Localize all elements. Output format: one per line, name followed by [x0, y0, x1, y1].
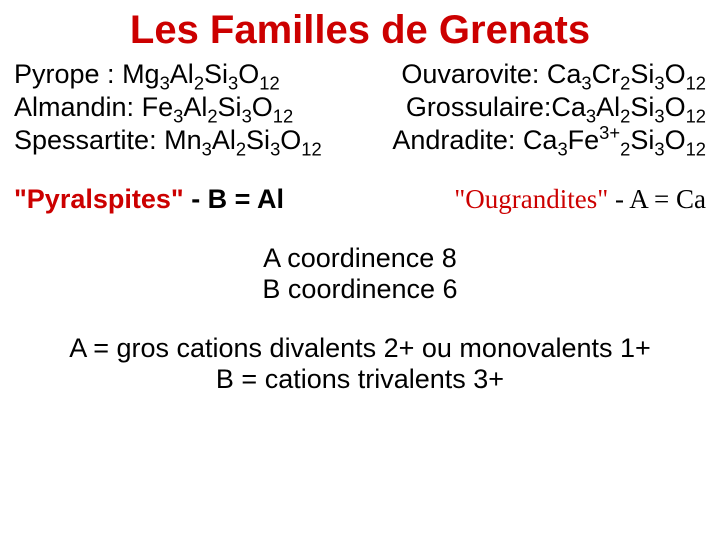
formula-row-3: Spessartite: Mn3Al2Si3O12 Andradite: Ca3… [14, 125, 706, 156]
fa: Mn [164, 125, 202, 155]
fo: O [665, 59, 686, 89]
fs: 12 [686, 138, 706, 159]
fsup: 3+ [599, 122, 620, 143]
fs: 12 [259, 72, 279, 93]
formula-spessartite: Spessartite: Mn3Al2Si3O12 [14, 125, 322, 156]
fs: 3 [654, 72, 664, 93]
fs: 12 [686, 105, 706, 126]
fs: 3 [160, 72, 170, 93]
group-quoted: "Pyralspites" [14, 184, 184, 214]
page-title: Les Familles de Grenats [14, 8, 706, 53]
fs: 3 [173, 105, 183, 126]
fs: 12 [273, 105, 293, 126]
fs: 3 [557, 138, 567, 159]
formula-almandin: Almandin: Fe3Al2Si3O12 [14, 92, 293, 123]
notes-block: A = gros cations divalents 2+ ou monoval… [14, 333, 706, 395]
formula-grossulaire: Grossulaire:Ca3Al2Si3O12 [406, 92, 706, 123]
fo: O [665, 125, 686, 155]
group-pyralspites: "Pyralspites" - B = Al [14, 184, 284, 215]
group-ougrandites: "Ougrandites" - A = Ca [454, 184, 706, 215]
fs: 2 [236, 138, 246, 159]
coord-a: A coordinence 8 [14, 243, 706, 274]
fsi: Si [218, 92, 242, 122]
fo: O [280, 125, 301, 155]
fs: 3 [270, 138, 280, 159]
fa: Ca [547, 59, 582, 89]
group-row: "Pyralspites" - B = Al "Ougrandites" - A… [14, 184, 706, 215]
fs: 2 [620, 105, 630, 126]
fa: Ca [551, 92, 586, 122]
group-rest: - B = Al [184, 184, 284, 214]
formula-name: Ouvarovite: [401, 59, 547, 89]
formula-pyrope: Pyrope : Mg3Al2Si3O12 [14, 59, 280, 90]
fs: 12 [301, 138, 321, 159]
fb: Cr [592, 59, 621, 89]
formula-name: Grossulaire: [406, 92, 552, 122]
coord-b: B coordinence 6 [14, 274, 706, 305]
fa: Ca [523, 125, 558, 155]
fs: 2 [620, 72, 630, 93]
fs: 3 [581, 72, 591, 93]
fs: 2 [207, 105, 217, 126]
formula-name: Pyrope : [14, 59, 122, 89]
formula-name: Andradite: [392, 125, 523, 155]
fa: Fe [142, 92, 174, 122]
fb: Al [596, 92, 620, 122]
group-quoted: "Ougrandites" [454, 184, 608, 214]
fo: O [238, 59, 259, 89]
fsi: Si [630, 92, 654, 122]
fs: 3 [654, 138, 664, 159]
note-b: B = cations trivalents 3+ [14, 364, 706, 395]
fsi: Si [204, 59, 228, 89]
formula-name: Almandin: [14, 92, 142, 122]
fb: Al [212, 125, 236, 155]
fs: 3 [242, 105, 252, 126]
fs: 2 [620, 138, 630, 159]
fb: Al [170, 59, 194, 89]
formula-andradite: Andradite: Ca3Fe3+2Si3O12 [392, 125, 706, 156]
fo: O [252, 92, 273, 122]
fs: 3 [654, 105, 664, 126]
fs: 12 [686, 72, 706, 93]
formula-name: Spessartite: [14, 125, 164, 155]
formula-row-1: Pyrope : Mg3Al2Si3O12 Ouvarovite: Ca3Cr2… [14, 59, 706, 90]
fs: 3 [228, 72, 238, 93]
fsi: Si [246, 125, 270, 155]
fo: O [665, 92, 686, 122]
group-rest: - A = Ca [608, 184, 706, 214]
fa: Mg [122, 59, 160, 89]
formula-row-2: Almandin: Fe3Al2Si3O12 Grossulaire:Ca3Al… [14, 92, 706, 123]
fb: Fe [568, 125, 600, 155]
fs: 3 [202, 138, 212, 159]
fb: Al [183, 92, 207, 122]
coordinence-block: A coordinence 8 B coordinence 6 [14, 243, 706, 305]
formula-ouvarovite: Ouvarovite: Ca3Cr2Si3O12 [401, 59, 706, 90]
note-a: A = gros cations divalents 2+ ou monoval… [14, 333, 706, 364]
fsi: Si [630, 125, 654, 155]
fsi: Si [630, 59, 654, 89]
fs: 2 [194, 72, 204, 93]
fs: 3 [586, 105, 596, 126]
